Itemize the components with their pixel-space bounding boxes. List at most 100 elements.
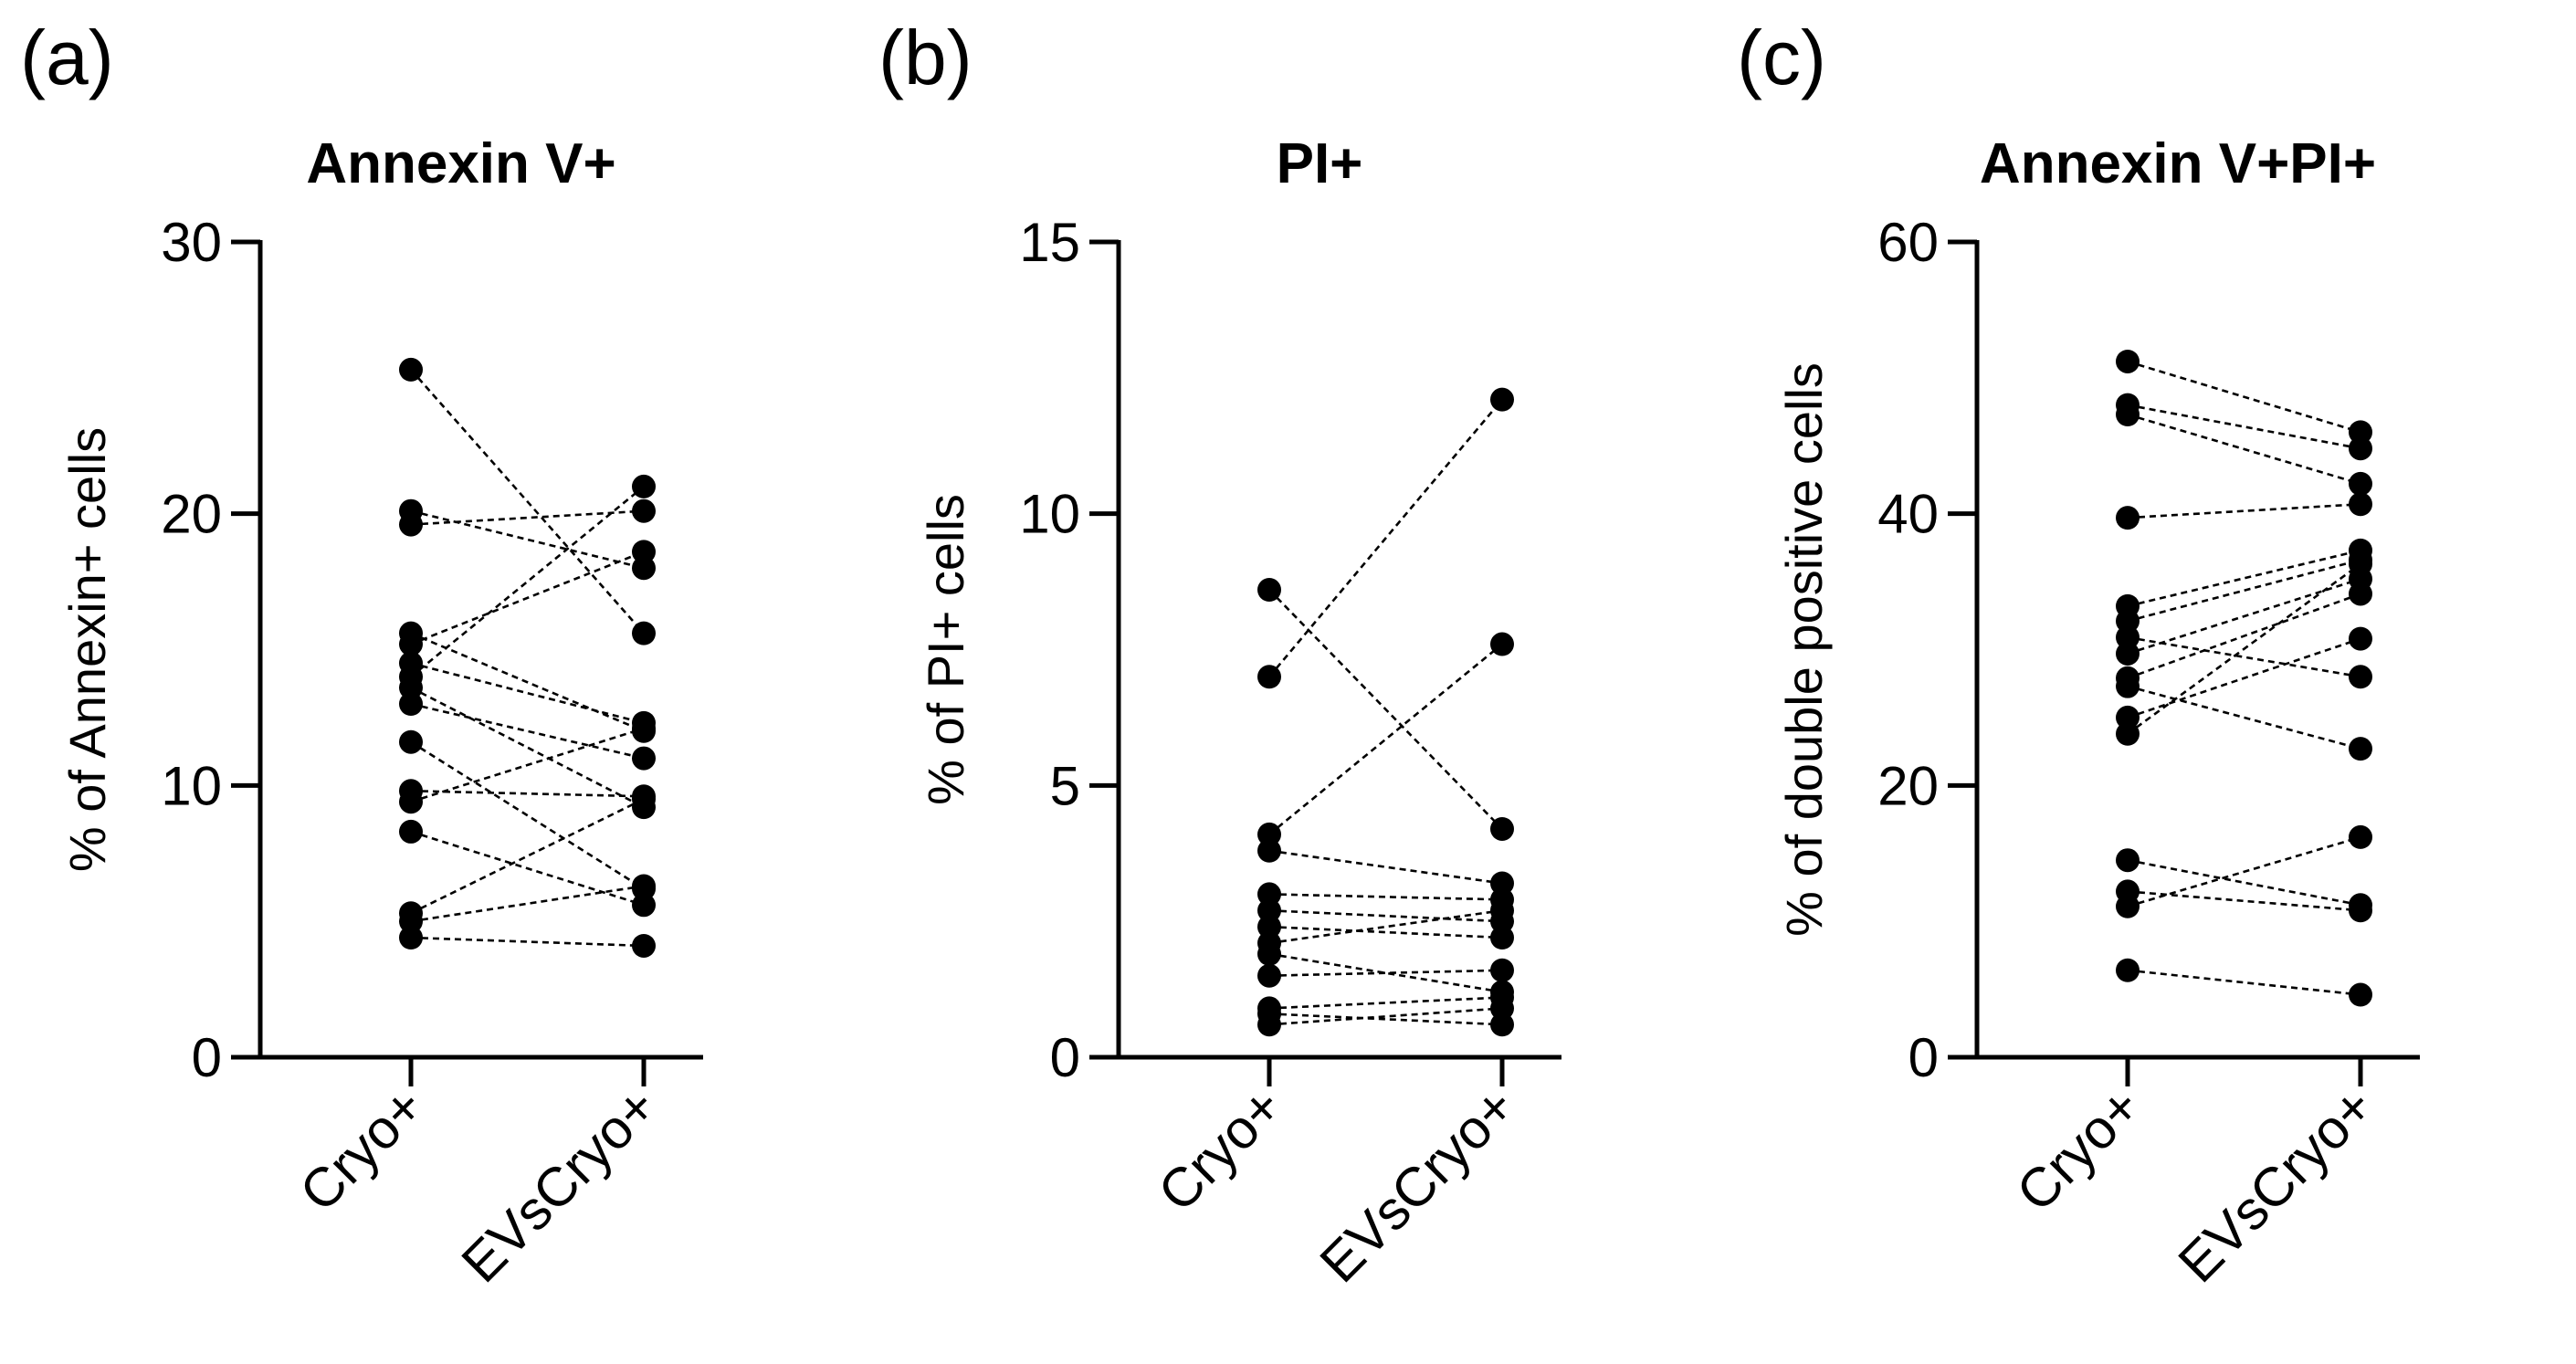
x-tick-label: Cryo+ xyxy=(288,1075,436,1223)
pair-line xyxy=(2127,502,2361,519)
pair-line xyxy=(2127,637,2361,719)
data-point-cryo xyxy=(2116,349,2140,373)
pair-line xyxy=(1268,589,1503,830)
data-point-evscryo xyxy=(2349,737,2372,761)
data-point-evscryo xyxy=(632,498,656,523)
data-point-evscryo xyxy=(2349,471,2372,496)
data-point-evscryo xyxy=(2349,551,2372,576)
data-point-evscryo xyxy=(2349,898,2372,923)
pair-line xyxy=(1268,849,1503,885)
data-point-cryo xyxy=(2116,506,2140,530)
pair-line xyxy=(410,687,645,809)
data-point-cryo xyxy=(1257,1013,1281,1037)
data-point-cryo xyxy=(2116,625,2140,650)
pair-line xyxy=(410,551,645,645)
y-axis-label: % of Annexin+ cells xyxy=(58,427,116,872)
pair-line xyxy=(1268,1013,1503,1026)
pair-line xyxy=(1268,908,1503,923)
y-tick-label: 15 xyxy=(1019,212,1080,273)
data-point-cryo xyxy=(2116,894,2140,918)
data-point-cryo xyxy=(1257,898,1281,923)
data-point-cryo xyxy=(399,790,423,814)
data-point-cryo xyxy=(1257,941,1281,966)
pair-line xyxy=(1268,643,1503,835)
y-tick-label: 60 xyxy=(1877,212,1939,273)
pair-line xyxy=(2127,835,2361,908)
y-tick-label: 0 xyxy=(1908,1027,1939,1088)
pair-line xyxy=(410,830,645,907)
data-point-evscryo xyxy=(1490,632,1514,656)
data-point-evscryo xyxy=(632,474,656,498)
pair-line xyxy=(2127,593,2361,679)
data-point-cryo xyxy=(2116,641,2140,666)
y-tick-label: 10 xyxy=(161,755,222,816)
data-point-cryo xyxy=(1257,838,1281,863)
data-point-evscryo xyxy=(632,787,656,812)
pair-line xyxy=(1268,925,1503,939)
panel-annexin-v: (a) Annexin V+ % of Annexin+ cells 0 10 20 30 C… xyxy=(0,0,858,1364)
data-point-evscryo xyxy=(632,716,656,740)
pair-line xyxy=(2127,404,2361,450)
pair-line xyxy=(2127,562,2361,735)
data-point-evscryo xyxy=(1490,387,1514,412)
pair-line xyxy=(1268,969,1503,977)
data-point-cryo xyxy=(2116,609,2140,634)
y-axis-label: % of double positive cells xyxy=(1775,362,1833,937)
pair-line xyxy=(410,936,645,948)
pair-line xyxy=(410,702,645,760)
data-point-evscryo xyxy=(632,933,656,958)
panel-label: (c) xyxy=(1737,15,1826,100)
data-point-cryo xyxy=(1257,665,1281,689)
pair-line xyxy=(1268,1007,1503,1026)
data-point-evscryo xyxy=(632,540,656,564)
data-point-cryo xyxy=(399,357,423,382)
pair-line xyxy=(410,485,645,678)
data-point-evscryo xyxy=(2349,982,2372,1007)
y-tick-label: 5 xyxy=(1050,755,1080,816)
data-point-evscryo xyxy=(1490,958,1514,982)
panel-label: (a) xyxy=(20,15,114,100)
panel-pi: (b) PI+ % of PI+ cells 0 5 10 15 Cryo+ EVsCryo+ xyxy=(858,0,1717,1364)
data-point-cryo xyxy=(1257,882,1281,907)
data-point-evscryo xyxy=(1490,1013,1514,1037)
data-point-cryo xyxy=(399,632,423,656)
data-point-cryo xyxy=(399,729,423,754)
pair-line xyxy=(2127,685,2361,750)
data-point-cryo xyxy=(1257,963,1281,988)
data-point-evscryo xyxy=(2349,436,2372,461)
pair-line xyxy=(1268,398,1503,678)
data-point-cryo xyxy=(1257,578,1281,603)
chart-pi: (b) PI+ % of PI+ cells 0 5 10 15 Cryo+ EVsCryo+ xyxy=(878,15,1561,1294)
data-point-evscryo xyxy=(1490,996,1514,1021)
chart-title: Annexin V+PI+ xyxy=(1980,132,2376,195)
y-tick-label: 40 xyxy=(1877,484,1939,545)
data-point-cryo xyxy=(2116,721,2140,746)
pair-line xyxy=(410,798,645,915)
data-point-cryo xyxy=(399,909,423,934)
data-point-evscryo xyxy=(1490,816,1514,841)
pair-line xyxy=(2127,413,2361,486)
y-tick-label: 20 xyxy=(161,484,222,545)
chart-title: Annexin V+ xyxy=(306,132,615,195)
data-point-cryo xyxy=(399,819,423,844)
data-point-evscryo xyxy=(632,893,656,918)
data-point-cryo xyxy=(399,692,423,717)
y-tick-label: 0 xyxy=(192,1027,222,1088)
data-point-cryo xyxy=(1257,822,1281,846)
data-point-evscryo xyxy=(1490,871,1514,896)
data-point-evscryo xyxy=(1490,926,1514,950)
chart-annexin-v-pi: (c) Annexin V+PI+ % of double positive cel… xyxy=(1737,15,2420,1294)
y-tick-label: 0 xyxy=(1050,1027,1080,1088)
pair-line xyxy=(410,727,645,803)
data-point-evscryo xyxy=(2349,420,2372,445)
data-point-cryo xyxy=(2116,958,2140,982)
y-tick-label: 10 xyxy=(1019,484,1080,545)
panel-label: (b) xyxy=(878,15,973,100)
pair-line xyxy=(2127,858,2361,907)
data-point-evscryo xyxy=(2349,824,2372,849)
x-tick-label: Cryo+ xyxy=(1146,1075,1294,1223)
panel-annexin-v-pi: (c) Annexin V+PI+ % of double positive cel… xyxy=(1717,0,2576,1364)
data-point-cryo xyxy=(399,676,423,700)
data-point-evscryo xyxy=(632,874,656,898)
y-tick-label: 20 xyxy=(1877,755,1939,816)
